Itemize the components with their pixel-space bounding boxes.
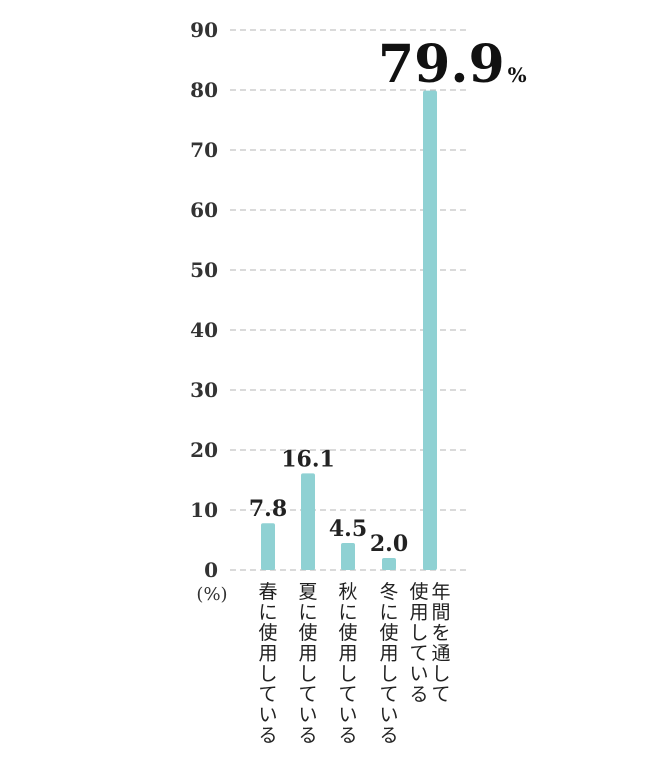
bar	[301, 473, 315, 570]
y-tick-label: 70	[190, 138, 218, 162]
bar	[341, 543, 355, 570]
bars	[261, 90, 437, 570]
data-labels: 7.8 16.1 4.52.0 79.9%	[249, 34, 527, 557]
category-label: 秋に使用している	[338, 581, 357, 747]
category-label-column: 秋に使用している	[338, 581, 357, 747]
y-tick-label: 60	[190, 198, 218, 222]
y-tick-label: 80	[190, 78, 218, 102]
gridlines	[230, 29, 470, 571]
y-tick-label: 20	[190, 438, 218, 462]
category-label-column: 年間を通して	[431, 581, 450, 706]
bar	[423, 90, 437, 570]
category-label: 冬に使用している	[379, 581, 398, 747]
category-label-column: 冬に使用している	[379, 581, 398, 747]
category-labels: 春に使用している夏に使用している秋に使用している冬に使用している年間を通して使用…	[258, 581, 450, 747]
category-label: 春に使用している	[258, 581, 277, 747]
data-label: 4.5	[329, 516, 367, 542]
data-label: 16.1	[281, 446, 335, 472]
bar	[261, 523, 275, 570]
y-tick-label: 40	[190, 318, 218, 342]
category-label-column: 使用している	[409, 581, 428, 706]
data-label: 2.0	[370, 531, 408, 557]
category-label-column: 春に使用している	[258, 581, 277, 747]
y-axis-unit-label: (%)	[196, 584, 227, 605]
y-tick-label: 90	[190, 18, 218, 42]
category-label: 夏に使用している	[298, 581, 317, 747]
data-label: 7.8	[249, 496, 287, 522]
y-tick-label: 10	[190, 498, 218, 522]
category-label-column: 夏に使用している	[298, 581, 317, 747]
data-label: 79.9	[378, 34, 505, 95]
y-tick-label: 0	[204, 558, 218, 582]
percent-suffix: %	[508, 63, 527, 87]
y-tick-label: 50	[190, 258, 218, 282]
bar	[382, 558, 396, 570]
data-label-highlight: 79.9%	[378, 34, 527, 95]
y-tick-label: 30	[190, 378, 218, 402]
y-axis-ticks: 0 10 20 30 40 50 60 70 80 90	[190, 18, 218, 582]
